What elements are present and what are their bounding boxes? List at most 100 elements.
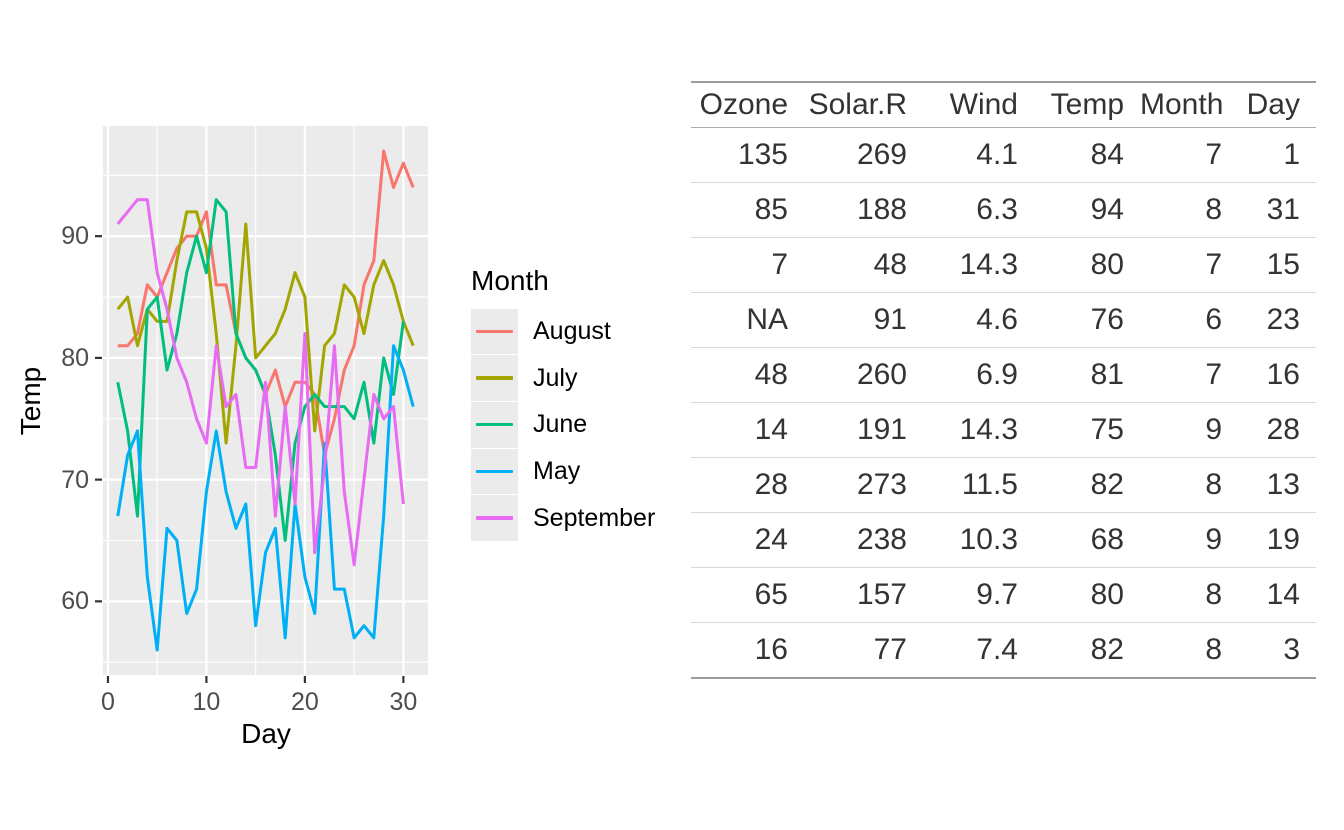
legend-entry-june: June — [471, 401, 655, 448]
table-cell: 19 — [1238, 512, 1316, 568]
y-tick-label: 70 — [61, 465, 89, 494]
table-cell: 260 — [804, 347, 923, 403]
table-cell: 188 — [804, 182, 923, 238]
table-cell: 77 — [873, 633, 907, 666]
table-cell: 13 — [1238, 457, 1316, 513]
table-cell: 16 — [754, 633, 788, 666]
table-row: 14 191 14.3 75 9 28 — [691, 402, 1316, 458]
table-cell: 14.3 — [923, 402, 1034, 458]
legend-key-swatch — [471, 495, 518, 541]
table-cell: 6 — [1140, 292, 1238, 348]
table-cell: 80 — [1034, 567, 1140, 623]
table-cell: 7 — [1140, 347, 1238, 403]
table-cell: 9 — [1140, 512, 1238, 568]
table-cell: 7 — [1140, 127, 1238, 183]
table-cell: 9.7 — [923, 567, 1034, 623]
table-cell: 8 — [1140, 182, 1238, 238]
table-cell: 91 — [804, 292, 923, 348]
x-axis-title: Day — [241, 718, 291, 749]
table-cell: 75 — [1034, 402, 1140, 458]
table-cell: 94 — [1034, 182, 1140, 238]
legend-key-line — [476, 423, 513, 427]
table-cell: 82 — [1090, 633, 1124, 666]
table-cell: 135 — [691, 127, 804, 183]
column-header-solar-r: Solar.R — [804, 82, 923, 128]
table-cell: NA — [691, 292, 804, 348]
table-cell: 15 — [1238, 237, 1316, 293]
table-row: 65 157 9.7 80 8 14 — [691, 567, 1316, 623]
column-header-day: Day — [1238, 82, 1316, 128]
table-cell: 80 — [1034, 237, 1140, 293]
x-tick-label: 30 — [389, 688, 418, 716]
table-row: 16 77 7.4 82 8 3 — [691, 623, 1316, 679]
legend-entry-july: July — [471, 355, 655, 402]
series-line-june — [116, 198, 405, 542]
table-cell: 8 — [1140, 567, 1238, 623]
legend-label: June — [533, 410, 588, 439]
table-cell: 81 — [1034, 347, 1140, 403]
table-cell: 8 — [1205, 633, 1222, 666]
legend-label: July — [533, 363, 578, 392]
legend-key-swatch — [471, 355, 518, 401]
table-cell: 238 — [804, 512, 923, 568]
table-cell: 28 — [1238, 402, 1316, 458]
table-cell: 4.6 — [923, 292, 1034, 348]
legend-key-swatch — [471, 401, 518, 448]
column-header-wind: Wind — [923, 82, 1034, 128]
series-line-september — [116, 198, 405, 567]
table-cell: 269 — [804, 127, 923, 183]
x-tick-label: 0 — [100, 688, 115, 716]
table-cell: 48 — [804, 237, 923, 293]
column-header-ozone: Ozone — [691, 82, 804, 128]
table-row: 135 269 4.1 84 7 1 — [691, 127, 1316, 183]
table-cell: 24 — [691, 512, 804, 568]
legend-label: May — [533, 456, 581, 485]
legend-key-line — [476, 469, 513, 474]
table-cell: 7 — [691, 237, 804, 293]
table-cell: 82 — [1034, 457, 1140, 513]
table-cell: 10.3 — [923, 512, 1034, 568]
table-cell: 191 — [804, 402, 923, 458]
table-cell: 1 — [1238, 127, 1316, 183]
table-cell: 14 — [691, 402, 804, 458]
table-cell: 84 — [1034, 127, 1140, 183]
table-cell: 31 — [1238, 182, 1316, 238]
legend-key-line — [476, 376, 513, 380]
chart-legend: Month August July June May September — [471, 265, 655, 541]
table-cell: 7.4 — [976, 633, 1018, 666]
legend-keys: August July June May September — [471, 308, 655, 541]
legend-key-swatch — [471, 308, 518, 355]
table-cell: 3 — [1283, 633, 1300, 666]
table-cell: 4.1 — [923, 127, 1034, 183]
table-row: 7 48 14.3 80 7 15 — [691, 237, 1316, 293]
legend-key-line — [476, 329, 513, 334]
table-cell: 48 — [691, 347, 804, 403]
series-line-may — [116, 344, 415, 652]
legend-entry-september: September — [471, 495, 655, 542]
table-row: 24 238 10.3 68 9 19 — [691, 512, 1316, 568]
table-cell: 273 — [804, 457, 923, 513]
table-cell: 85 — [691, 182, 804, 238]
legend-entry-august: August — [471, 308, 655, 355]
table-row: 48 260 6.9 81 7 16 — [691, 347, 1316, 403]
y-tick-label: 90 — [61, 222, 89, 251]
table-cell: 9 — [1140, 402, 1238, 458]
table-cell: 76 — [1034, 292, 1140, 348]
legend-entry-may: May — [471, 448, 655, 495]
table-row: 85 188 6.3 94 8 31 — [691, 182, 1316, 238]
table-row: NA 91 4.6 76 6 23 — [691, 292, 1316, 348]
table-cell: 23 — [1238, 292, 1316, 348]
table-cell: 65 — [691, 567, 804, 623]
table-cell: 68 — [1034, 512, 1140, 568]
x-tick-label: 20 — [290, 688, 319, 716]
table-cell: 14 — [1238, 567, 1316, 623]
table-cell: 6.3 — [923, 182, 1034, 238]
column-header-month: Month — [1140, 82, 1238, 128]
airquality-table: Ozone Solar.R Wind Temp Month Day 135 269 4.1 84… — [691, 81, 1316, 679]
table-header-row: Ozone Solar.R Wind Temp Month Day — [691, 82, 1316, 128]
legend-label: September — [533, 503, 656, 532]
series-line-july — [116, 210, 415, 445]
y-tick-label: 60 — [61, 587, 89, 616]
